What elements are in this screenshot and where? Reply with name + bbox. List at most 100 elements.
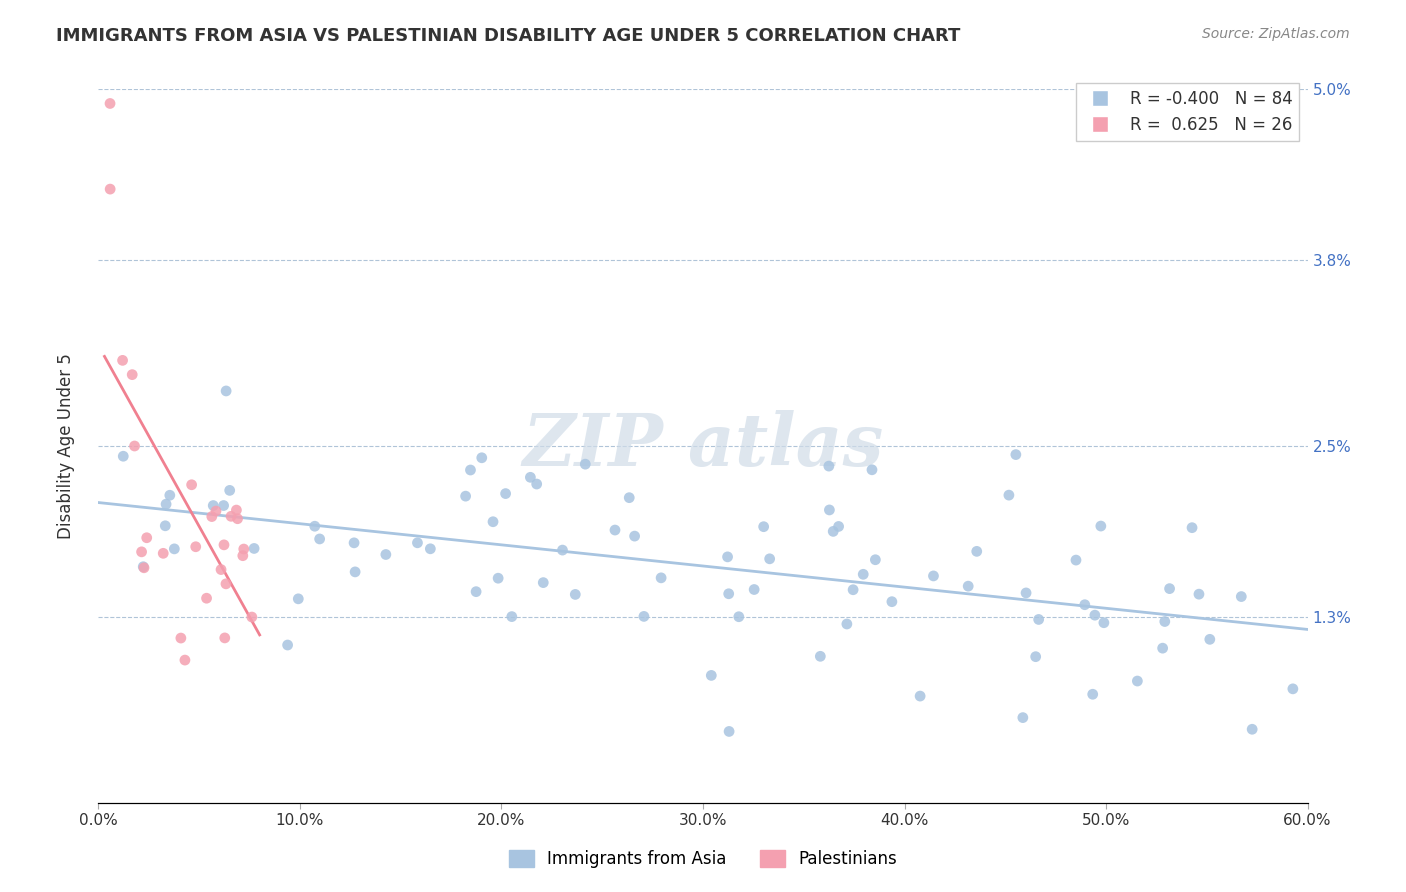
Point bbox=[818, 503, 841, 517]
Point bbox=[111, 353, 134, 368]
Point bbox=[1081, 687, 1104, 701]
Point bbox=[454, 489, 477, 503]
Point bbox=[818, 459, 841, 474]
Point bbox=[215, 577, 238, 591]
Point bbox=[852, 567, 875, 582]
Point bbox=[1198, 632, 1220, 647]
Point bbox=[277, 638, 299, 652]
Point bbox=[163, 541, 186, 556]
Point bbox=[808, 649, 831, 664]
Point bbox=[603, 523, 626, 537]
Point bbox=[742, 582, 765, 597]
Point bbox=[922, 569, 945, 583]
Point bbox=[717, 587, 740, 601]
Point bbox=[1181, 521, 1204, 535]
Point bbox=[180, 477, 202, 491]
Point bbox=[209, 563, 232, 577]
Point bbox=[860, 463, 883, 477]
Legend: Immigrants from Asia, Palestinians: Immigrants from Asia, Palestinians bbox=[502, 843, 904, 875]
Point bbox=[159, 488, 181, 502]
Point bbox=[232, 549, 254, 563]
Point bbox=[243, 541, 266, 556]
Point bbox=[1153, 615, 1175, 629]
Point bbox=[152, 546, 174, 560]
Point bbox=[727, 609, 749, 624]
Point bbox=[465, 584, 488, 599]
Point bbox=[619, 491, 641, 505]
Point bbox=[287, 591, 309, 606]
Point bbox=[526, 477, 548, 491]
Point bbox=[155, 497, 177, 511]
Point bbox=[1084, 608, 1107, 623]
Point bbox=[343, 536, 366, 550]
Point bbox=[482, 515, 505, 529]
Point bbox=[1090, 519, 1112, 533]
Point bbox=[132, 561, 155, 575]
Legend: R = -0.400   N = 84, R =  0.625   N = 26: R = -0.400 N = 84, R = 0.625 N = 26 bbox=[1077, 83, 1299, 141]
Point bbox=[519, 470, 541, 484]
Point bbox=[908, 689, 931, 703]
Point bbox=[170, 631, 193, 645]
Point bbox=[957, 579, 980, 593]
Point bbox=[184, 540, 207, 554]
Point bbox=[1282, 681, 1305, 696]
Point bbox=[1188, 587, 1211, 601]
Point bbox=[232, 542, 254, 557]
Point bbox=[460, 463, 482, 477]
Point bbox=[205, 504, 228, 518]
Point bbox=[225, 503, 247, 517]
Point bbox=[650, 571, 672, 585]
Point bbox=[998, 488, 1021, 502]
Point bbox=[195, 591, 218, 606]
Point bbox=[564, 587, 586, 601]
Point bbox=[574, 457, 596, 471]
Point bbox=[471, 450, 494, 465]
Point bbox=[823, 524, 845, 539]
Point bbox=[219, 509, 242, 524]
Text: ZIP atlas: ZIP atlas bbox=[523, 410, 883, 482]
Point bbox=[842, 582, 865, 597]
Point bbox=[880, 595, 903, 609]
Point bbox=[98, 96, 121, 111]
Point bbox=[827, 519, 849, 533]
Point bbox=[212, 538, 235, 552]
Point bbox=[718, 724, 741, 739]
Point bbox=[1028, 612, 1050, 626]
Point bbox=[1074, 598, 1097, 612]
Point bbox=[700, 668, 723, 682]
Point bbox=[1152, 641, 1174, 656]
Point bbox=[1025, 649, 1047, 664]
Point bbox=[240, 610, 263, 624]
Point bbox=[135, 531, 157, 545]
Point bbox=[758, 551, 780, 566]
Point bbox=[201, 509, 224, 524]
Point bbox=[1064, 553, 1087, 567]
Point bbox=[1005, 448, 1028, 462]
Point bbox=[716, 549, 738, 564]
Point bbox=[215, 384, 238, 398]
Point bbox=[304, 519, 326, 533]
Point bbox=[835, 617, 858, 632]
Point bbox=[1126, 673, 1149, 688]
Point bbox=[121, 368, 143, 382]
Point bbox=[633, 609, 655, 624]
Point bbox=[531, 575, 554, 590]
Point bbox=[226, 512, 249, 526]
Point bbox=[501, 609, 523, 624]
Point bbox=[551, 543, 574, 558]
Point bbox=[1230, 590, 1253, 604]
Point bbox=[486, 571, 509, 585]
Point bbox=[1092, 615, 1115, 630]
Text: Source: ZipAtlas.com: Source: ZipAtlas.com bbox=[1202, 27, 1350, 41]
Point bbox=[1241, 723, 1264, 737]
Point bbox=[1011, 711, 1033, 725]
Point bbox=[865, 553, 887, 567]
Point bbox=[212, 499, 235, 513]
Point bbox=[406, 536, 429, 550]
Point bbox=[202, 499, 225, 513]
Point bbox=[132, 559, 155, 574]
Point bbox=[131, 545, 153, 559]
Point bbox=[98, 182, 121, 196]
Point bbox=[155, 518, 177, 533]
Point bbox=[1015, 586, 1038, 600]
